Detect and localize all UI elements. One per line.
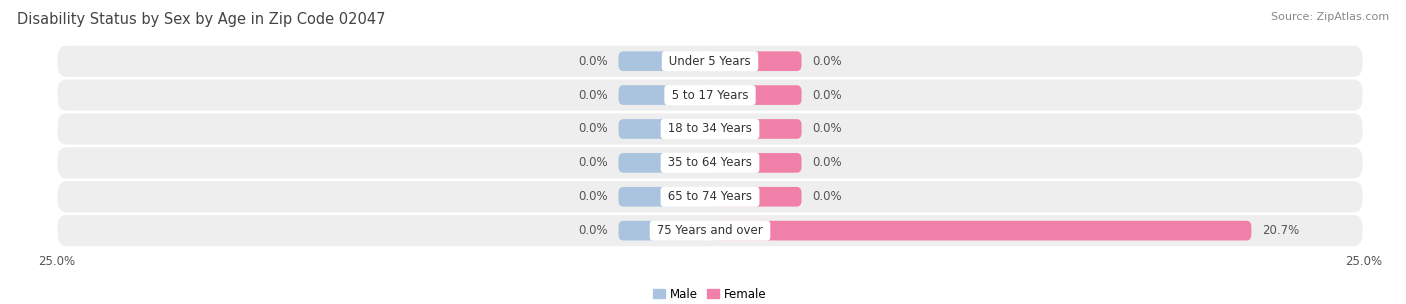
Text: 18 to 34 Years: 18 to 34 Years (664, 123, 756, 136)
Text: 0.0%: 0.0% (813, 123, 842, 136)
Text: 0.0%: 0.0% (578, 123, 607, 136)
Text: Under 5 Years: Under 5 Years (665, 55, 755, 68)
Text: 0.0%: 0.0% (813, 55, 842, 68)
Legend: Male, Female: Male, Female (648, 283, 772, 304)
Text: 75 Years and over: 75 Years and over (654, 224, 766, 237)
Text: 0.0%: 0.0% (578, 224, 607, 237)
FancyBboxPatch shape (619, 221, 710, 240)
Text: 0.0%: 0.0% (578, 55, 607, 68)
FancyBboxPatch shape (58, 113, 1362, 145)
FancyBboxPatch shape (58, 46, 1362, 77)
Text: 65 to 74 Years: 65 to 74 Years (664, 190, 756, 203)
Text: 0.0%: 0.0% (813, 88, 842, 102)
Text: 35 to 64 Years: 35 to 64 Years (664, 156, 756, 169)
FancyBboxPatch shape (619, 85, 710, 105)
FancyBboxPatch shape (710, 85, 801, 105)
Text: 0.0%: 0.0% (578, 156, 607, 169)
Text: 0.0%: 0.0% (813, 156, 842, 169)
FancyBboxPatch shape (619, 153, 710, 173)
FancyBboxPatch shape (58, 215, 1362, 246)
Text: Disability Status by Sex by Age in Zip Code 02047: Disability Status by Sex by Age in Zip C… (17, 12, 385, 27)
Text: 0.0%: 0.0% (578, 88, 607, 102)
FancyBboxPatch shape (58, 147, 1362, 178)
FancyBboxPatch shape (710, 187, 801, 207)
FancyBboxPatch shape (619, 119, 710, 139)
FancyBboxPatch shape (710, 221, 1251, 240)
FancyBboxPatch shape (58, 80, 1362, 111)
Text: 0.0%: 0.0% (578, 190, 607, 203)
FancyBboxPatch shape (619, 187, 710, 207)
Text: 20.7%: 20.7% (1261, 224, 1299, 237)
Text: 5 to 17 Years: 5 to 17 Years (668, 88, 752, 102)
Text: 0.0%: 0.0% (813, 190, 842, 203)
FancyBboxPatch shape (710, 119, 801, 139)
FancyBboxPatch shape (619, 51, 710, 71)
FancyBboxPatch shape (58, 181, 1362, 212)
Text: Source: ZipAtlas.com: Source: ZipAtlas.com (1271, 12, 1389, 22)
FancyBboxPatch shape (710, 51, 801, 71)
FancyBboxPatch shape (710, 153, 801, 173)
